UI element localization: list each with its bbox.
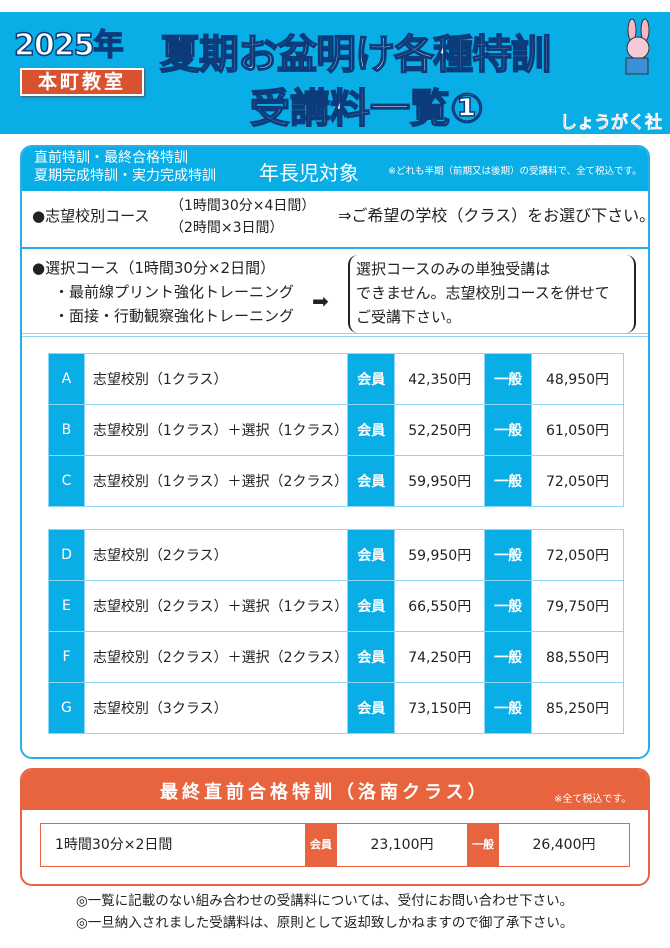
member-price: 23,100円 — [370, 837, 434, 853]
note-2: ◎一旦納入されました受講料は、原則として返却致しかねますので御了承下さい。 — [76, 915, 574, 931]
row-name: 志望校別（1クラス）＋選択（1クラス） — [83, 404, 349, 456]
course2-label: ●選択コース（1時間30分×2日間） — [32, 259, 276, 277]
row-id: A — [48, 353, 85, 405]
member-label: 会員 — [347, 580, 396, 632]
general-price: 48,950円 — [531, 353, 624, 405]
school-badge: 本町教室 — [20, 68, 144, 96]
member-price: 59,950円 — [394, 455, 486, 507]
table-row: D 志望校別（2クラス） 会員 59,950円 一般 72,050円 — [48, 529, 624, 581]
table-row: B 志望校別（1クラス）＋選択（1クラス） 会員 52,250円 一般 61,050円 — [48, 404, 624, 456]
general-label: 一般 — [484, 580, 533, 632]
general-label: 一般 — [484, 529, 533, 581]
general-label: 一般 — [484, 631, 533, 683]
rabbit-mascot-icon — [625, 18, 650, 75]
final-duration: 1時間30分×2日間 — [55, 837, 173, 853]
course2-row: ●選択コース（1時間30分×2日間） ・最前線プリント強化トレーニング ・面接・… — [22, 251, 648, 337]
table-row: A 志望校別（1クラス） 会員 42,350円 一般 48,950円 — [48, 353, 624, 405]
member-price: 52,250円 — [394, 404, 486, 456]
table-row: G 志望校別（3クラス） 会員 73,150円 一般 85,250円 — [48, 682, 624, 734]
row-name: 志望校別（1クラス） — [83, 353, 349, 405]
course2-note: 選択コースのみの単独受講は できません。志望校別コースを併せて ご受講下さい。 — [348, 255, 636, 333]
general-price: 61,050円 — [531, 404, 624, 456]
course1-time2: （2時間×3日間） — [170, 220, 284, 236]
general-price: 26,400円 — [532, 837, 596, 853]
row-name: 志望校別（2クラス）＋選択（1クラス） — [83, 580, 349, 632]
general-price: 72,050円 — [531, 529, 624, 581]
final-fee-row: 1時間30分×2日間 会員 23,100円 一般 26,400円 — [40, 823, 630, 867]
course1-row: ●志望校別コース （1時間30分×4日間） （2時間×3日間） ⇒ご希望の学校（… — [22, 191, 648, 249]
course-names-1: 直前特訓・最終合格特訓 — [34, 150, 188, 166]
fee-table-1: A 志望校別（1クラス） 会員 42,350円 一般 48,950円 B 志望校別（1クラス… — [48, 353, 624, 507]
row-name: 志望校別（3クラス） — [83, 682, 349, 734]
member-label: 会員 — [347, 353, 396, 405]
final-header: 最終直前合格特訓（洛南クラス） ※全て税込です。 — [22, 770, 648, 810]
course2-item2: ・面接・行動観察強化トレーニング — [54, 307, 295, 325]
row-name: 志望校別（1クラス）＋選択（2クラス） — [83, 455, 349, 507]
tax-note: ※どれも半期（前期又は後期）の受講料で、全て税込です。 — [388, 166, 642, 177]
note-1: ◎一覧に記載のない組み合わせの受講料については、受付にお問い合わせ下さい。 — [76, 893, 574, 909]
member-price: 73,150円 — [394, 682, 486, 734]
general-label: 一般 — [484, 353, 533, 405]
member-label: 会員 — [305, 824, 337, 866]
note-line: 選択コースのみの単独受講は — [356, 260, 551, 278]
table-row: C 志望校別（1クラス）＋選択（2クラス） 会員 59,950円 一般 72,050円 — [48, 455, 624, 507]
row-id: D — [48, 529, 85, 581]
member-price: 74,250円 — [394, 631, 486, 683]
member-price: 42,350円 — [394, 353, 486, 405]
footer-notes: ◎一覧に記載のない組み合わせの受講料については、受付にお問い合わせ下さい。 ◎一… — [76, 890, 573, 934]
member-label: 会員 — [347, 404, 396, 456]
member-price: 66,550円 — [394, 580, 486, 632]
row-id: G — [48, 682, 85, 734]
general-label: 一般 — [484, 455, 533, 507]
general-price: 79,750円 — [531, 580, 624, 632]
general-label: 一般 — [484, 404, 533, 456]
row-name: 志望校別（2クラス） — [83, 529, 349, 581]
member-price: 59,950円 — [394, 529, 486, 581]
member-label: 会員 — [347, 631, 396, 683]
page-title: 夏期お盆明け各種特訓 — [159, 31, 552, 79]
target-label: 年長児対象 — [259, 161, 359, 185]
table-row: F 志望校別（2クラス）＋選択（2クラス） 会員 74,250円 一般 88,550円 — [48, 631, 624, 683]
course2-item1: ・最前線プリント強化トレーニング — [54, 283, 295, 301]
general-price: 88,550円 — [531, 631, 624, 683]
panel-header: 直前特訓・最終合格特訓夏期完成特訓・実力完成特訓 年長児対象 ※どれも半期（前期… — [22, 147, 648, 191]
row-id: E — [48, 580, 85, 632]
year: 2025年 — [13, 27, 124, 64]
table-row: E 志望校別（2クラス）＋選択（1クラス） 会員 66,550円 一般 79,750円 — [48, 580, 624, 632]
row-name: 志望校別（2クラス）＋選択（2クラス） — [83, 631, 349, 683]
note-line: できません。志望校別コースを併せて — [356, 284, 610, 302]
course1-label: ●志望校別コース — [32, 207, 150, 225]
member-label: 会員 — [347, 529, 396, 581]
general-label: 一般 — [467, 824, 499, 866]
member-label: 会員 — [347, 682, 396, 734]
final-title: 最終直前合格特訓（洛南クラス） — [160, 782, 490, 803]
row-id: F — [48, 631, 85, 683]
row-id: C — [48, 455, 85, 507]
final-tax-note: ※全て税込です。 — [554, 794, 632, 805]
final-course-panel: 最終直前合格特訓（洛南クラス） ※全て税込です。 1時間30分×2日間 会員 2… — [20, 768, 650, 886]
course-names-2: 夏期完成特訓・実力完成特訓 — [34, 168, 216, 184]
arrow-right-icon: ➡ — [312, 289, 329, 313]
course1-instruction: ⇒ご希望の学校（クラス）をお選び下さい。 — [338, 206, 650, 225]
page-subtitle: 受講料一覧① — [249, 85, 484, 133]
general-label: 一般 — [484, 682, 533, 734]
note-line: ご受講下さい。 — [356, 308, 462, 326]
general-price: 85,250円 — [531, 682, 624, 734]
member-label: 会員 — [347, 455, 396, 507]
course1-time1: （1時間30分×4日間） — [170, 198, 316, 214]
logo: しょうがく社 — [560, 113, 663, 134]
header-banner: 2025年 本町教室 夏期お盆明け各種特訓 受講料一覧① しょうがく社 — [0, 12, 670, 134]
main-fee-panel: 直前特訓・最終合格特訓夏期完成特訓・実力完成特訓 年長児対象 ※どれも半期（前期… — [20, 145, 650, 759]
row-id: B — [48, 404, 85, 456]
general-price: 72,050円 — [531, 455, 624, 507]
fee-table-2: D 志望校別（2クラス） 会員 59,950円 一般 72,050円 E 志望校別（2クラス… — [48, 529, 624, 734]
